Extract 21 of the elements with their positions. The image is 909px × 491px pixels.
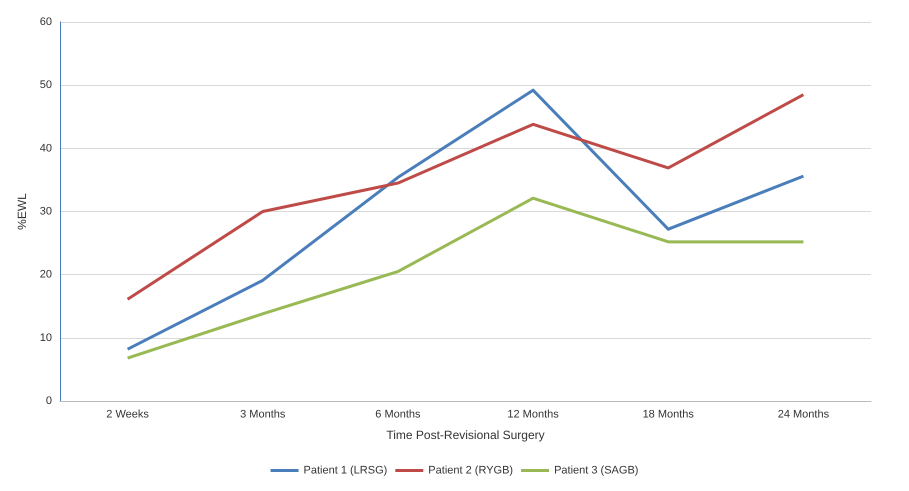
y-axis-title: %EWL <box>15 192 29 230</box>
line-series <box>126 88 805 351</box>
x-tick-label: 12 Months <box>507 408 560 420</box>
x-axis-title: Time Post-Revisional Surgery <box>386 428 545 442</box>
legend-label: Patient 2 (RYGB) <box>428 464 514 476</box>
y-tick-label: 40 <box>40 142 52 154</box>
line-series <box>126 196 805 360</box>
legend-label: Patient 1 (LRSG) <box>304 464 388 476</box>
y-tick-label: 30 <box>40 206 52 218</box>
x-tick-label: 6 Months <box>375 408 422 420</box>
y-tick-label: 10 <box>40 332 52 344</box>
line-series <box>126 93 805 301</box>
y-tick-label: 60 <box>40 16 52 28</box>
y-tick-label: 0 <box>46 395 52 407</box>
x-tick-label: 24 Months <box>778 408 830 420</box>
x-tick-label: 2 Weeks <box>106 408 150 420</box>
x-tick-label: 3 Months <box>240 408 286 420</box>
x-tick-label: 18 Months <box>642 408 694 420</box>
y-tick-label: 20 <box>40 268 52 281</box>
legend-label: Patient 3 (SAGB) <box>554 464 638 476</box>
y-tick-label: 50 <box>40 79 52 92</box>
